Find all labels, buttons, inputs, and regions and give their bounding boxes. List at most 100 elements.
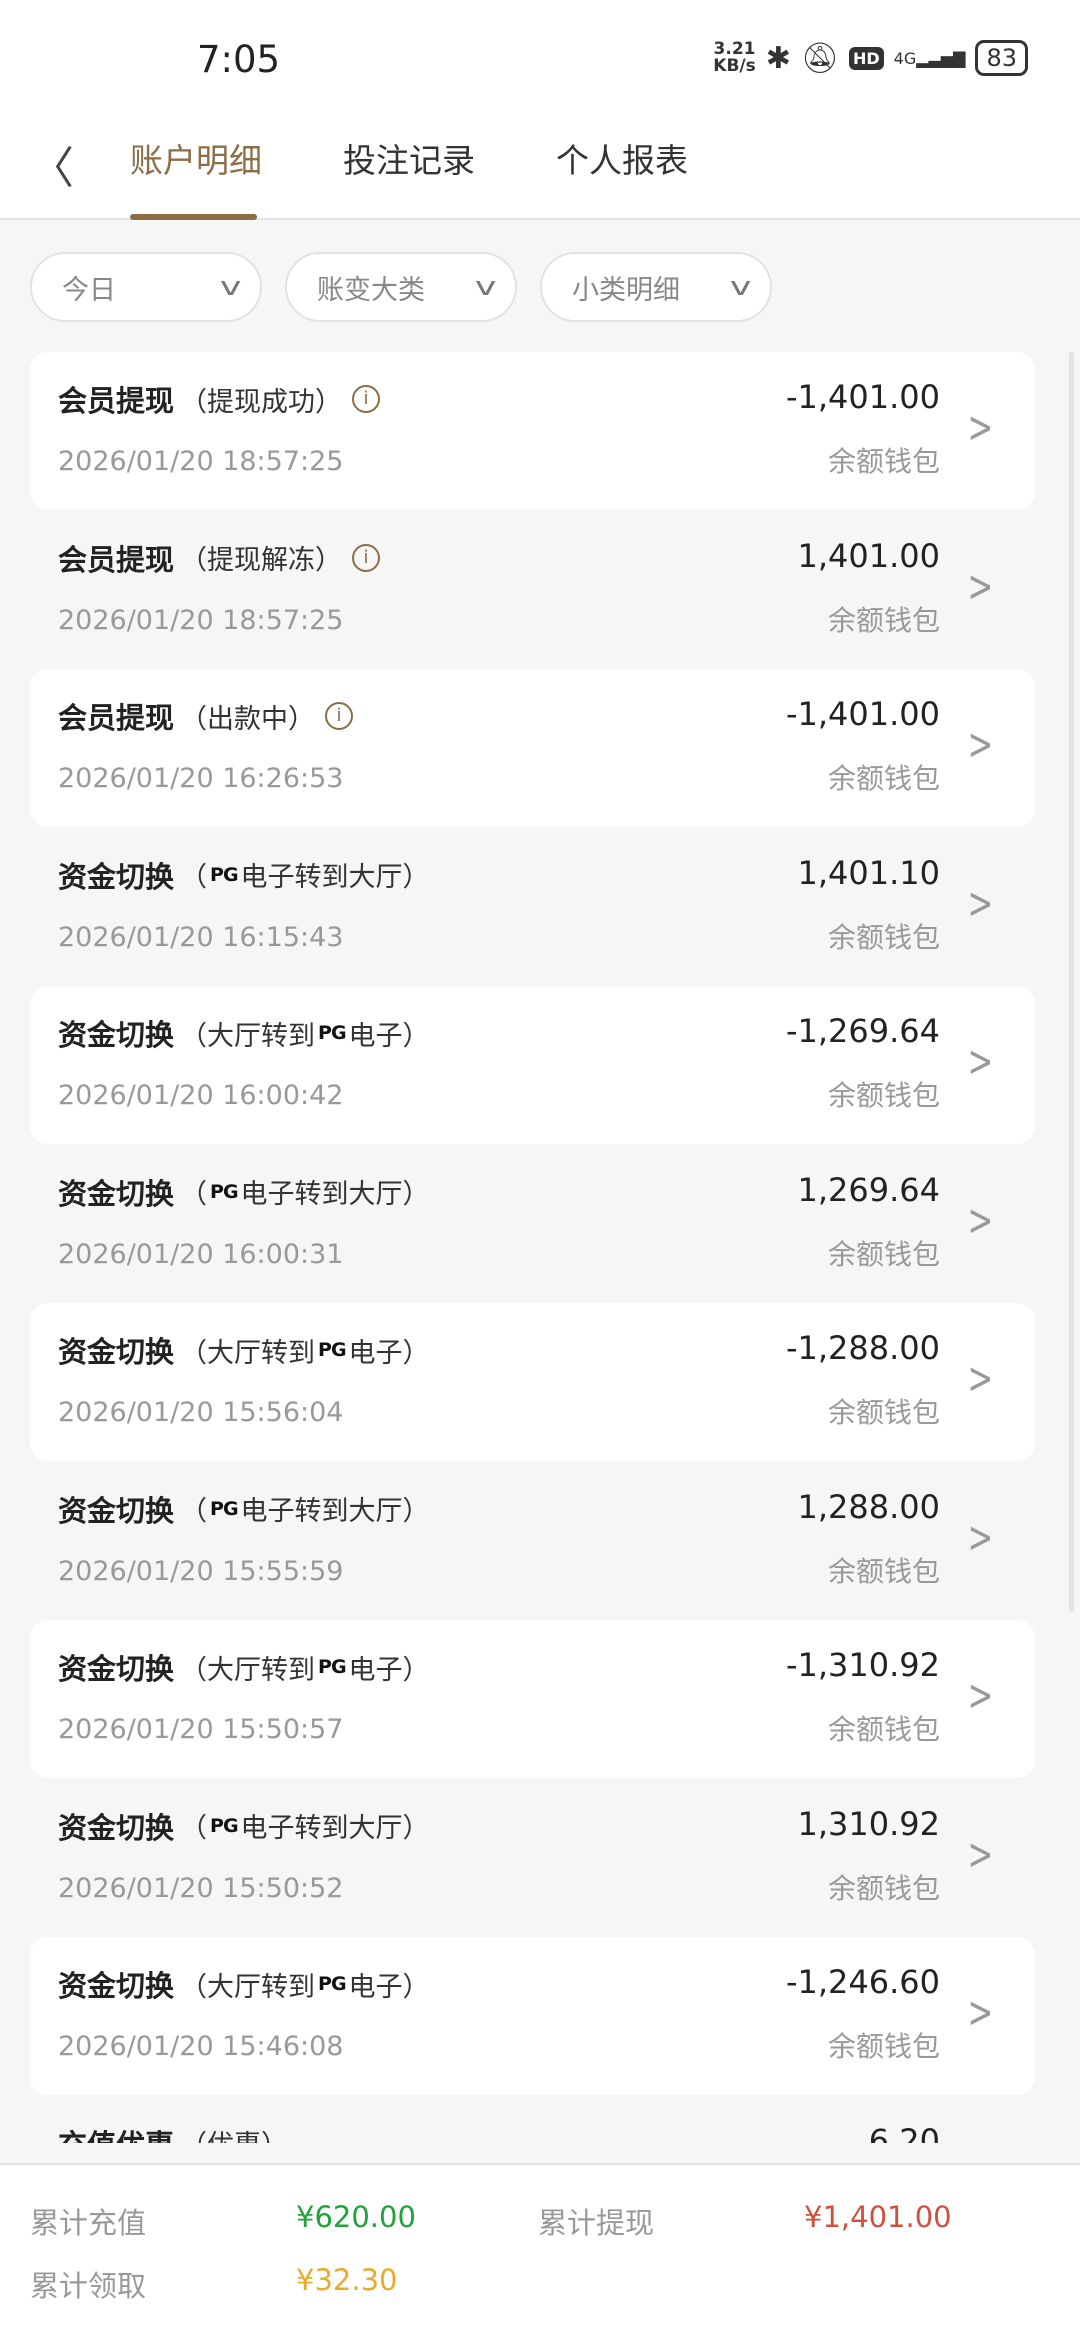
network-speed: 3.21 KB/s [713,39,756,76]
transaction-row[interactable]: 资金切换 （大厅转到 PG 电子） 2026/01/20 15:56:04 -1,28… [30,1303,1035,1461]
info-icon[interactable]: i [352,385,381,413]
transaction-row[interactable]: 资金切换 （大厅转到 PG 电子） 2026/01/20 15:46:08 -1,24… [30,1937,1035,2095]
category-filter[interactable]: 账变大类 v [285,252,517,322]
transaction-row[interactable]: 资金切换 （大厅转到 PG 电子） 2026/01/20 16:00:42 -1,26… [30,986,1035,1144]
transaction-amount: 6.20 [868,2121,940,2144]
transaction-type: 资金切换 [58,1969,175,2003]
chevron-right-icon[interactable]: > [967,1511,994,1563]
transaction-row[interactable]: 会员提现 （提现解冻） i 2026/01/20 18:57:25 1,401.00… [30,511,1035,669]
wallet-label: 余额钱包 [827,1079,940,1112]
info-icon[interactable]: i [352,543,381,572]
pg-logo: PG [318,1656,347,1678]
mute-bell-icon: 🔕︎ [800,40,839,76]
chevron-right-icon[interactable]: > [967,560,994,612]
transaction-list[interactable]: 会员提现 （提现成功） i 2026/01/20 18:57:25 -1,401.0… [0,340,1080,2143]
wallet-label: 余额钱包 [827,2030,940,2063]
chevron-right-icon[interactable]: > [967,1036,994,1087]
transaction-date: 2026/01/20 16:00:31 [58,1238,344,1270]
transaction-title: 资金切换（PG 电子转到大厅） [58,854,430,896]
filter-label: 账变大类 [317,274,425,306]
transaction-type: 资金切换 [58,859,175,894]
transaction-title: 资金切换 （大厅转到 PG 电子） [58,1012,430,1054]
transaction-amount: 1,288.00 [797,1487,941,1526]
transaction-date: 2026/01/20 15:50:52 [58,1872,344,1904]
subcategory-filter[interactable]: 小类明细 v [540,252,772,322]
chevron-right-icon[interactable]: > [967,719,994,770]
transaction-date: 2026/01/20 15:46:08 [58,2031,344,2062]
transaction-type: 资金切换 [58,1810,175,1845]
transaction-detail: （PG 电子转到大厅） [180,1496,430,1527]
transaction-type: 资金切换 [58,1493,175,1528]
transaction-title: 充值优惠 （优惠） [58,2122,288,2144]
total-withdraw-label: 累计提现 [538,2206,655,2240]
date-filter[interactable]: 今日 v [30,252,262,322]
transaction-row[interactable]: 会员提现 （提现成功） i 2026/01/20 18:57:25 -1,401.0… [30,352,1035,510]
transaction-row[interactable]: 资金切换（PG 电子转到大厅） 2026/01/20 16:00:31 1,269… [30,1145,1035,1303]
chevron-down-icon: v [219,272,242,302]
chevron-down-icon: v [729,272,752,302]
pg-logo: PG [210,1497,239,1520]
transaction-title: 资金切换（PG 电子转到大厅） [58,1805,430,1847]
transaction-detail: （PG 电子转到大厅） [180,862,430,893]
transaction-amount: 1,269.64 [797,1170,941,1209]
transaction-date: 2026/01/20 16:15:43 [58,921,344,953]
transaction-type: 会员提现 [58,384,175,418]
transaction-detail: （PG 电子转到大厅） [180,1813,430,1844]
transaction-amount: 1,310.92 [797,1804,941,1843]
transaction-row[interactable]: 充值优惠 （优惠） 6.20 [30,2096,1035,2144]
wallet-label: 余额钱包 [827,1554,940,1588]
transaction-row[interactable]: 会员提现 （出款中） i 2026/01/20 16:26:53 -1,401.00… [30,669,1035,827]
filter-bar: 今日 v 账变大类 v 小类明细 v [30,252,772,322]
transaction-detail: （优惠） [180,2123,288,2143]
wallet-label: 余额钱包 [827,603,940,637]
transaction-title: 资金切换（PG 电子转到大厅） [58,1488,430,1530]
pg-logo: PG [210,1180,239,1203]
tab-personal-report[interactable]: 个人报表 [556,141,688,180]
chevron-right-icon[interactable]: > [967,1828,994,1880]
tab-account-details[interactable]: 账户明细 [130,141,262,180]
transaction-type: 资金切换 [58,1018,175,1052]
transaction-amount: -1,269.64 [785,1012,940,1050]
transaction-date: 2026/01/20 16:26:53 [58,763,344,794]
top-nav: 〈 账户明细 投注记录 个人报表 [0,110,1080,220]
clock: 7:05 [197,38,281,81]
transaction-detail: （提现解冻） [180,545,343,576]
transaction-detail: （大厅转到 PG 电子） [180,1971,430,2003]
transaction-title: 资金切换 （大厅转到 PG 电子） [58,1329,430,1371]
scrollbar[interactable] [1069,352,1074,1612]
pg-logo: PG [210,1814,239,1837]
summary-footer: 累计充值 ¥620.00 累计提现 ¥1,401.00 累计领取 ¥32.30 [0,2163,1080,2340]
transaction-detail: （出款中） [180,703,316,735]
transaction-type: 充值优惠 [58,2122,174,2144]
transaction-title: 资金切换 （大厅转到 PG 电子） [58,1646,430,1688]
transaction-date: 2026/01/20 15:50:57 [58,1714,344,1745]
transaction-date: 2026/01/20 15:55:59 [58,1555,344,1587]
transaction-amount: -1,246.60 [785,1963,940,2001]
transaction-row[interactable]: 资金切换（PG 电子转到大厅） 2026/01/20 15:50:52 1,310… [30,1779,1035,1937]
chevron-right-icon[interactable]: > [967,877,994,929]
transaction-row[interactable]: 资金切换（PG 电子转到大厅） 2026/01/20 16:15:43 1,401… [30,828,1035,986]
bluetooth-icon: ✱ [765,40,791,76]
transaction-amount: -1,401.00 [785,695,940,733]
transaction-detail: （提现成功） [180,386,343,418]
back-button[interactable]: 〈 [30,143,74,194]
chevron-right-icon[interactable]: > [967,1670,994,1721]
transaction-title: 资金切换（PG 电子转到大厅） [58,1171,430,1213]
info-icon[interactable]: i [325,702,354,730]
tab-bet-records[interactable]: 投注记录 [343,141,475,180]
transaction-detail: （PG 电子转到大厅） [180,1179,430,1210]
pg-logo: PG [210,863,239,886]
chevron-right-icon[interactable]: > [967,1194,994,1246]
transaction-row[interactable]: 资金切换（PG 电子转到大厅） 2026/01/20 15:55:59 1,288… [30,1462,1035,1620]
chevron-right-icon[interactable]: > [967,1987,994,2038]
chevron-right-icon[interactable]: > [967,402,994,453]
transaction-type: 会员提现 [58,701,175,735]
transaction-row[interactable]: 资金切换 （大厅转到 PG 电子） 2026/01/20 15:50:57 -1,31… [30,1620,1035,1778]
transaction-amount: -1,310.92 [785,1646,940,1684]
filter-label: 今日 [62,274,116,306]
chevron-right-icon[interactable]: > [967,1353,994,1404]
active-tab-indicator [130,214,257,220]
transaction-type: 资金切换 [58,1335,175,1369]
status-bar: 7:05 3.21 KB/s ✱ 🔕︎ HD 4G▂▃▅▇ 83 [0,0,1080,110]
transaction-type: 会员提现 [58,542,175,577]
